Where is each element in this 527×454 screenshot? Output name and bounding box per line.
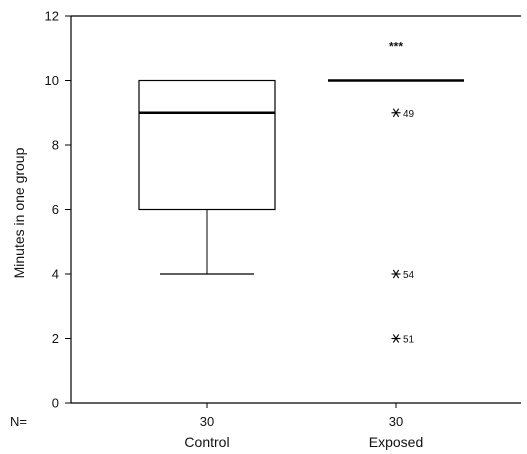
outlier-marker-stroke <box>392 108 400 118</box>
y-tick-label-8: 8 <box>52 138 59 153</box>
extreme-marker-exposed-0: *** <box>389 39 403 53</box>
plot-marks: 49 54 51 *** <box>138 39 464 346</box>
axes: 0 2 4 6 8 10 12 30 Control 30 Exposed <box>45 9 521 450</box>
outlier-marker-stroke <box>392 334 400 343</box>
n-value-exposed: 30 <box>389 414 403 429</box>
outlier-label-54: 54 <box>403 270 415 281</box>
outlier-marker-stroke <box>392 269 400 279</box>
box-control <box>138 79 276 211</box>
y-tick-label-4: 4 <box>52 267 59 282</box>
outlier-label-51: 51 <box>403 335 415 346</box>
y-tick-label-0: 0 <box>52 396 59 411</box>
outlier-exposed-54 <box>391 269 401 279</box>
y-tick-label-6: 6 <box>52 202 59 217</box>
y-axis-label: Minutes in one group <box>11 147 27 278</box>
y-tick-label-10: 10 <box>45 73 59 88</box>
category-label-control: Control <box>184 434 229 450</box>
n-value-control: 30 <box>200 414 214 429</box>
y-tick-label-2: 2 <box>52 331 59 346</box>
n-label: N= <box>10 414 27 429</box>
category-label-exposed: Exposed <box>369 434 423 450</box>
y-tick-label-12: 12 <box>45 9 59 24</box>
outlier-label-49: 49 <box>403 109 415 120</box>
outlier-exposed-49 <box>391 108 401 118</box>
outlier-exposed-51 <box>391 334 401 343</box>
